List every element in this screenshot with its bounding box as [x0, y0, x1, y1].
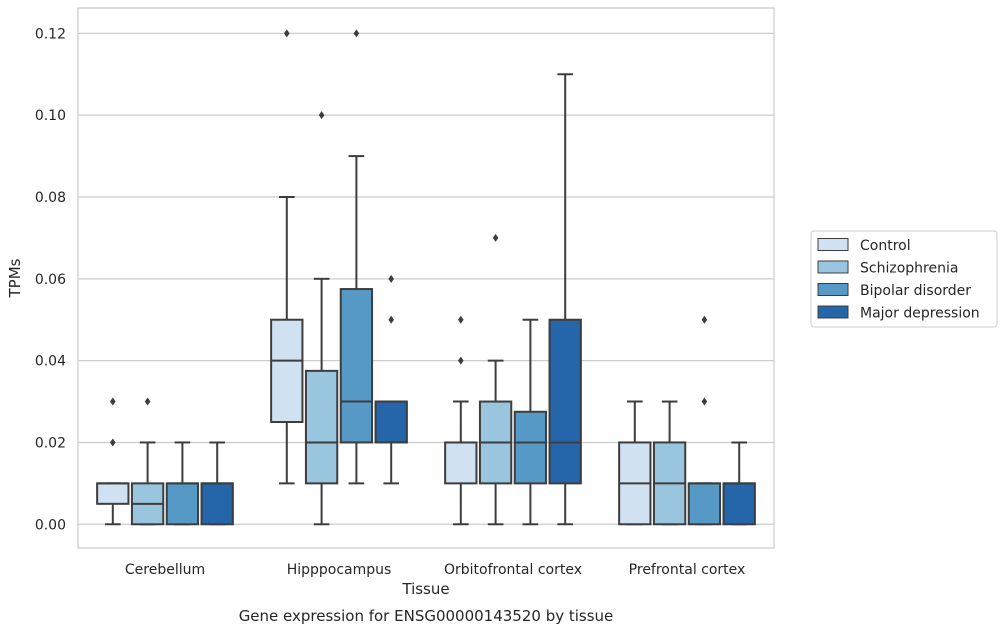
box-major-depression	[374, 274, 408, 485]
box-bipolar-disorder	[513, 318, 548, 526]
y-tick-label: 0.08	[35, 190, 66, 206]
box-iqr	[444, 441, 478, 485]
outlier-point	[284, 29, 290, 38]
box-iqr	[200, 482, 234, 526]
box-major-depression	[548, 73, 582, 526]
legend-swatch	[817, 238, 849, 251]
x-axis-title: Tissue	[401, 580, 449, 598]
x-tick-label: Orbitofrontal cortex	[444, 562, 582, 578]
box-iqr	[165, 482, 200, 526]
box-iqr	[548, 318, 582, 485]
outlier-point	[353, 29, 360, 38]
box-control	[618, 400, 652, 526]
x-tick-labels: Cerebellum Hipppocampus Orbitofrontal cort…	[125, 562, 745, 578]
outlier-point	[458, 356, 464, 365]
y-tick-label: 0.02	[35, 435, 66, 451]
box-bipolar-disorder	[687, 315, 722, 526]
outlier-point	[318, 111, 325, 120]
legend-label: Bipolar disorder	[860, 283, 971, 299]
y-tick-label: 0.04	[35, 354, 66, 370]
legend: Control Schizophrenia Bipolar disorder Majo…	[810, 230, 998, 328]
box-iqr	[96, 482, 130, 505]
y-tick-label: 0.00	[35, 517, 66, 533]
box-iqr	[339, 288, 374, 444]
outlier-point	[110, 438, 116, 447]
box-bipolar-disorder	[165, 441, 200, 526]
legend-label: Control	[860, 238, 911, 254]
x-tick-label: Cerebellum	[125, 562, 205, 578]
box-iqr	[270, 318, 304, 423]
outlier-point	[388, 315, 394, 324]
box-schizophrenia	[652, 400, 687, 526]
box-control	[96, 397, 130, 526]
plot-frame	[77, 7, 775, 549]
box-iqr	[722, 482, 756, 526]
outlier-point	[144, 397, 151, 406]
legend-label: Schizophrenia	[860, 261, 958, 277]
outlier-point	[388, 274, 394, 283]
outlier-point	[458, 315, 464, 324]
outlier-point	[701, 397, 708, 406]
x-tick-label: Prefrontal cortex	[629, 562, 746, 578]
legend-swatch	[817, 283, 849, 296]
x-tick-label: Hipppocampus	[287, 562, 392, 578]
legend-swatch	[817, 260, 849, 274]
outlier-point	[110, 397, 116, 406]
outlier-point	[492, 233, 499, 242]
box-schizophrenia	[130, 397, 165, 526]
gridlines	[78, 32, 774, 525]
legend-frame	[810, 230, 998, 328]
box-major-depression	[722, 441, 756, 526]
box-bipolar-disorder	[339, 29, 374, 485]
y-axis-title: TPMs	[6, 258, 24, 298]
box-iqr	[513, 410, 548, 485]
box-schizophrenia	[304, 111, 339, 526]
chart-caption: Gene expression for ENSG00000143520 by t…	[239, 607, 614, 625]
box-iqr	[374, 400, 408, 444]
y-tick-labels: 0.00 0.02 0.04 0.06 0.08 0.10 0.12	[35, 26, 66, 533]
box-schizophrenia	[478, 233, 513, 526]
legend-label: Major depression	[860, 306, 980, 322]
y-tick-label: 0.06	[35, 272, 66, 288]
box-control	[444, 315, 478, 526]
boxes	[96, 29, 756, 526]
box-iqr	[304, 369, 339, 485]
legend-swatch	[817, 305, 849, 319]
y-tick-label: 0.12	[35, 26, 66, 42]
box-control	[270, 29, 304, 485]
y-tick-label: 0.10	[35, 108, 66, 124]
box-iqr	[687, 482, 722, 526]
outlier-point	[701, 315, 708, 324]
box-major-depression	[200, 441, 234, 526]
